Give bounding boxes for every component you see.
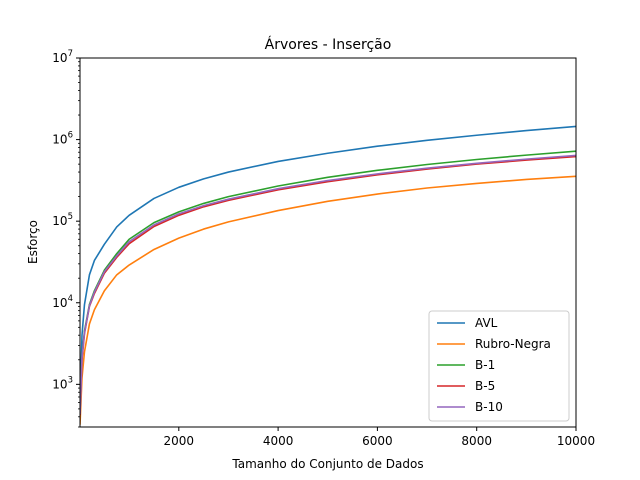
y-tick-exponent: 5	[68, 212, 73, 222]
y-tick-label: 107	[52, 49, 73, 65]
x-tick-label: 8000	[461, 434, 492, 448]
y-tick-base: 10	[52, 377, 67, 391]
y-tick-label: 106	[52, 131, 73, 147]
series-line-rubro-negra	[80, 175, 576, 425]
y-tick-base: 10	[52, 133, 67, 147]
x-tick-label: 10000	[557, 434, 595, 448]
plot-frame	[79, 57, 577, 428]
legend-box	[428, 310, 570, 422]
legend-label: AVL	[475, 316, 498, 330]
y-tick-exponent: 3	[68, 375, 73, 385]
y-tick-label: 104	[52, 294, 73, 310]
legend-label: Rubro-Negra	[475, 337, 551, 351]
y-axis-label: Esforço	[26, 220, 40, 264]
y-tick-label: 105	[52, 212, 73, 228]
x-tick-label: 6000	[362, 434, 393, 448]
legend-label: B-10	[475, 400, 503, 414]
y-tick-exponent: 4	[68, 294, 73, 304]
series-line-avl	[80, 125, 576, 409]
legend: AVL Rubro-Negra B-1 B-5 B-10	[428, 310, 570, 422]
x-tick-label: 4000	[263, 434, 294, 448]
x-axis-ticks: 2000 4000 6000 8000 10000	[164, 427, 595, 448]
legend-label: B-5	[475, 379, 495, 393]
y-tick-base: 10	[52, 214, 67, 228]
chart-title: Árvores - Inserção	[265, 36, 392, 53]
y-tick-exponent: 6	[68, 131, 73, 141]
y-tick-label: 103	[52, 375, 73, 391]
y-tick-exponent: 7	[68, 49, 73, 59]
series-line-b-10	[80, 154, 576, 415]
y-tick-base: 10	[52, 51, 67, 65]
series-lines	[80, 125, 576, 425]
legend-label: B-1	[475, 358, 495, 372]
x-tick-label: 2000	[164, 434, 195, 448]
x-axis-label: Tamanho do Conjunto de Dados	[231, 457, 423, 471]
y-tick-base: 10	[52, 296, 67, 310]
